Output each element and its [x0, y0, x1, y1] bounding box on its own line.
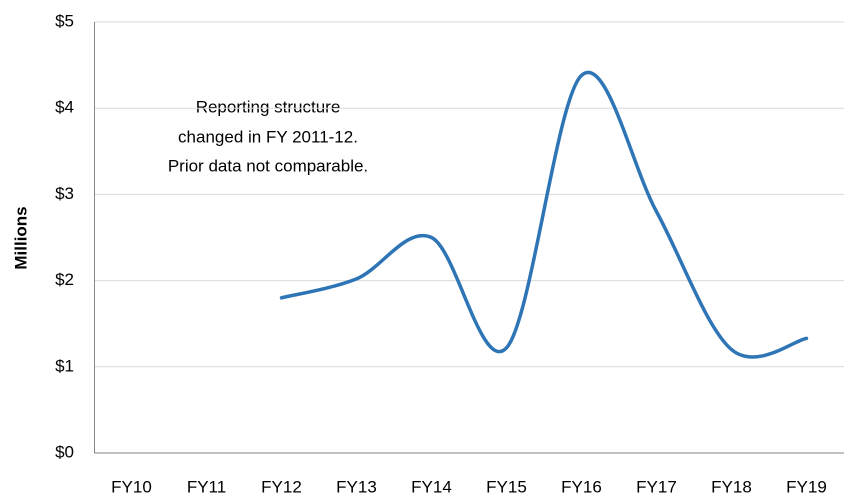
x-tick-label: FY19	[786, 477, 827, 496]
y-tick-label: $0	[55, 442, 74, 461]
y-axis-label: Millions	[11, 206, 30, 269]
x-tick-label: FY17	[636, 477, 677, 496]
annotation-line: changed in FY 2011-12.	[178, 127, 358, 146]
x-tick-label: FY10	[111, 477, 152, 496]
y-tick-label: $5	[55, 11, 74, 30]
annotation-line: Prior data not comparable.	[168, 156, 368, 175]
x-tick-label: FY14	[411, 477, 452, 496]
y-tick-label: $4	[55, 98, 74, 117]
y-tick-label: $3	[55, 184, 74, 203]
x-tick-label: FY11	[187, 477, 226, 496]
x-tick-label: FY16	[561, 477, 602, 496]
y-tick-label: $2	[55, 270, 74, 289]
y-tick-label: $1	[55, 356, 74, 375]
annotation-line: Reporting structure	[196, 97, 341, 116]
x-tick-label: FY18	[711, 477, 752, 496]
x-tick-label: FY15	[486, 477, 527, 496]
x-tick-label: FY13	[336, 477, 377, 496]
data-line	[279, 70, 809, 359]
x-tick-label: FY12	[261, 477, 302, 496]
